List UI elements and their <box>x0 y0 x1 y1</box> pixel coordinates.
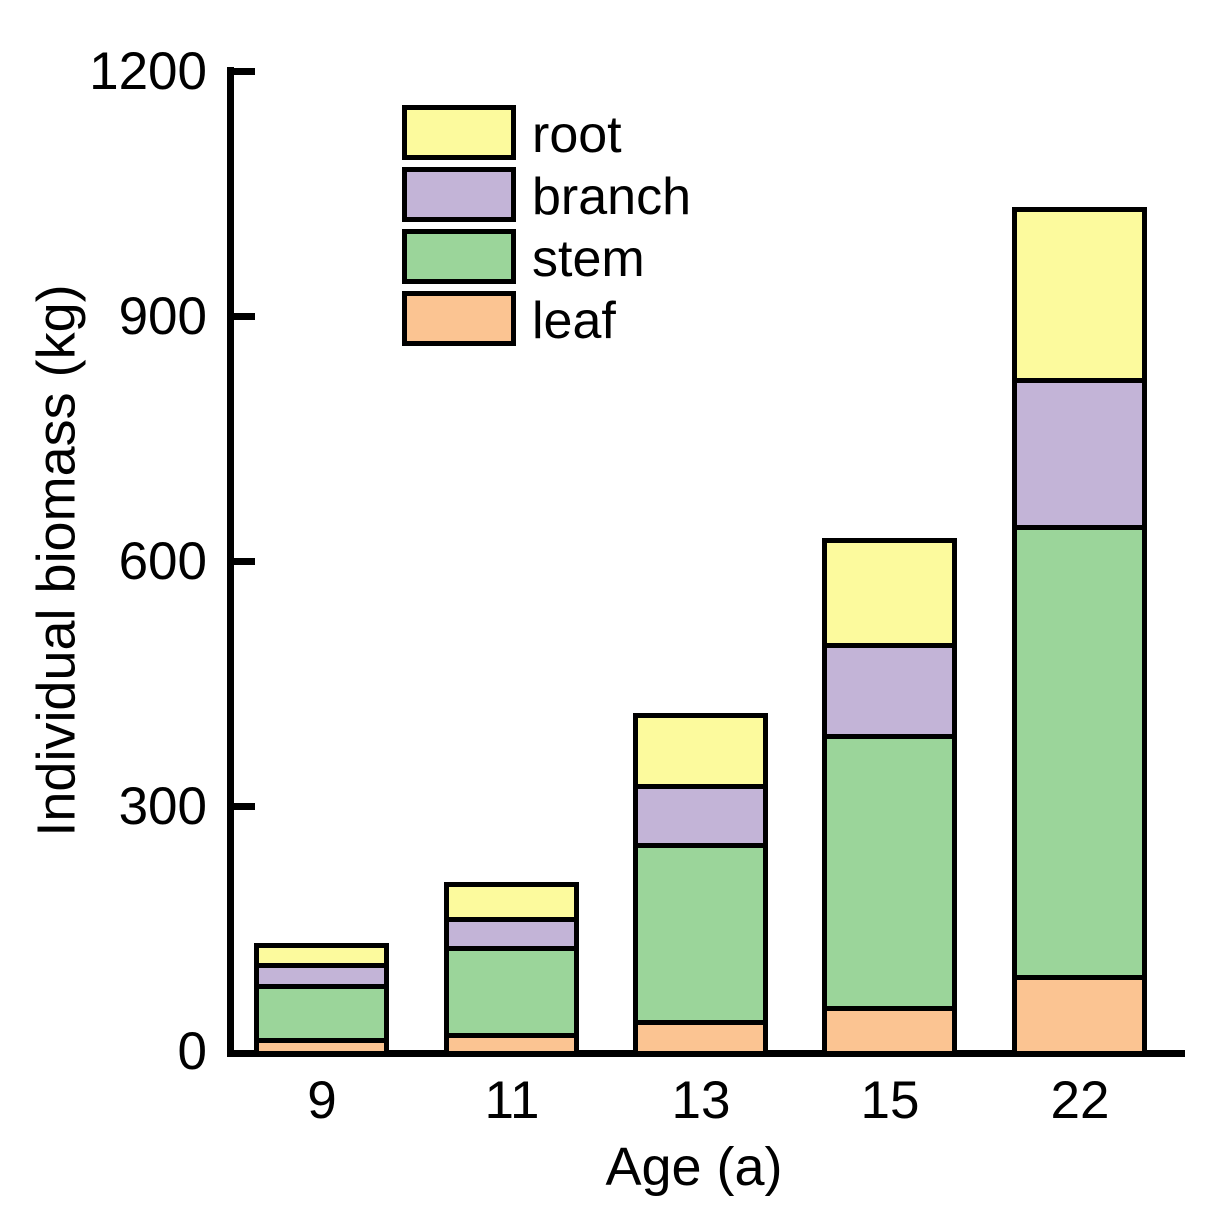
bar-15-segment-branch <box>822 645 957 736</box>
bar-15-segment-root <box>822 538 957 645</box>
bar-22-segment-root <box>1012 207 1147 380</box>
x-axis-title: Age (a) <box>605 1137 783 1197</box>
bar-11-segment-leaf <box>444 1035 579 1051</box>
y-tick-mark-600 <box>233 558 255 565</box>
bar-13-separator-2 <box>633 784 768 789</box>
bar-11-segment-stem <box>444 948 579 1035</box>
bar-13-outline <box>633 713 768 1057</box>
bar-9-separator-1 <box>254 984 389 989</box>
y-tick-mark-900 <box>233 313 255 320</box>
bar-9-segment-leaf <box>254 1040 389 1051</box>
y-tick-label-1200: 1200 <box>89 42 207 101</box>
bar-11-outline <box>444 882 579 1057</box>
bar-22-segment-leaf <box>1012 977 1147 1051</box>
y-axis-title: Individual biomass (kg) <box>26 284 87 837</box>
bar-22-segment-branch <box>1012 380 1147 527</box>
y-tick-label-0: 0 <box>177 1022 207 1081</box>
bar-15-separator-0 <box>822 1006 957 1011</box>
bar-13-segment-stem <box>633 845 768 1022</box>
bar-15-separator-1 <box>822 734 957 739</box>
bar-22-separator-1 <box>1012 525 1147 530</box>
bar-9-segment-stem <box>254 986 389 1040</box>
bar-11-separator-0 <box>444 1033 579 1038</box>
bar-9-segment-branch <box>254 965 389 986</box>
bar-9-segment-root <box>254 943 389 965</box>
y-tick-mark-300 <box>233 803 255 810</box>
bar-13-segment-root <box>633 713 768 786</box>
legend-swatch-stem <box>402 229 516 284</box>
bar-11-segment-branch <box>444 919 579 948</box>
bar-11-separator-1 <box>444 946 579 951</box>
bar-15-segment-stem <box>822 736 957 1008</box>
y-tick-mark-1200 <box>233 68 255 75</box>
bar-11-segment-root <box>444 882 579 919</box>
x-tick-label-15: 15 <box>860 1071 920 1130</box>
legend-swatch-branch <box>402 167 516 222</box>
y-tick-label-300: 300 <box>118 777 207 836</box>
bar-9-outline <box>254 943 389 1057</box>
bar-15-outline <box>822 538 957 1057</box>
bar-22-separator-2 <box>1012 378 1147 383</box>
legend-swatch-root <box>402 105 516 160</box>
legend-label-stem: stem <box>532 230 645 288</box>
legend-label-root: root <box>532 106 622 164</box>
y-tick-label-900: 900 <box>118 287 207 346</box>
bar-13-segment-branch <box>633 786 768 845</box>
bar-13-separator-1 <box>633 843 768 848</box>
bar-22-separator-0 <box>1012 975 1147 980</box>
bar-11-separator-2 <box>444 917 579 922</box>
legend-label-leaf: leaf <box>532 292 616 350</box>
bar-22-outline <box>1012 207 1147 1057</box>
x-tick-label-9: 9 <box>307 1071 337 1130</box>
x-tick-label-11: 11 <box>484 1071 540 1130</box>
bar-15-separator-2 <box>822 643 957 648</box>
y-tick-label-600: 600 <box>118 532 207 591</box>
bar-9-separator-0 <box>254 1038 389 1043</box>
bar-15-segment-leaf <box>822 1008 957 1051</box>
bar-13-separator-0 <box>633 1020 768 1025</box>
x-tick-label-13: 13 <box>671 1071 731 1130</box>
bar-9-separator-2 <box>254 963 389 968</box>
legend-label-branch: branch <box>532 168 691 226</box>
y-axis-line <box>227 67 234 1057</box>
legend-swatch-leaf <box>402 291 516 346</box>
x-tick-label-22: 22 <box>1050 1071 1110 1130</box>
bar-13-segment-leaf <box>633 1022 768 1051</box>
bar-22-segment-stem <box>1012 527 1147 977</box>
